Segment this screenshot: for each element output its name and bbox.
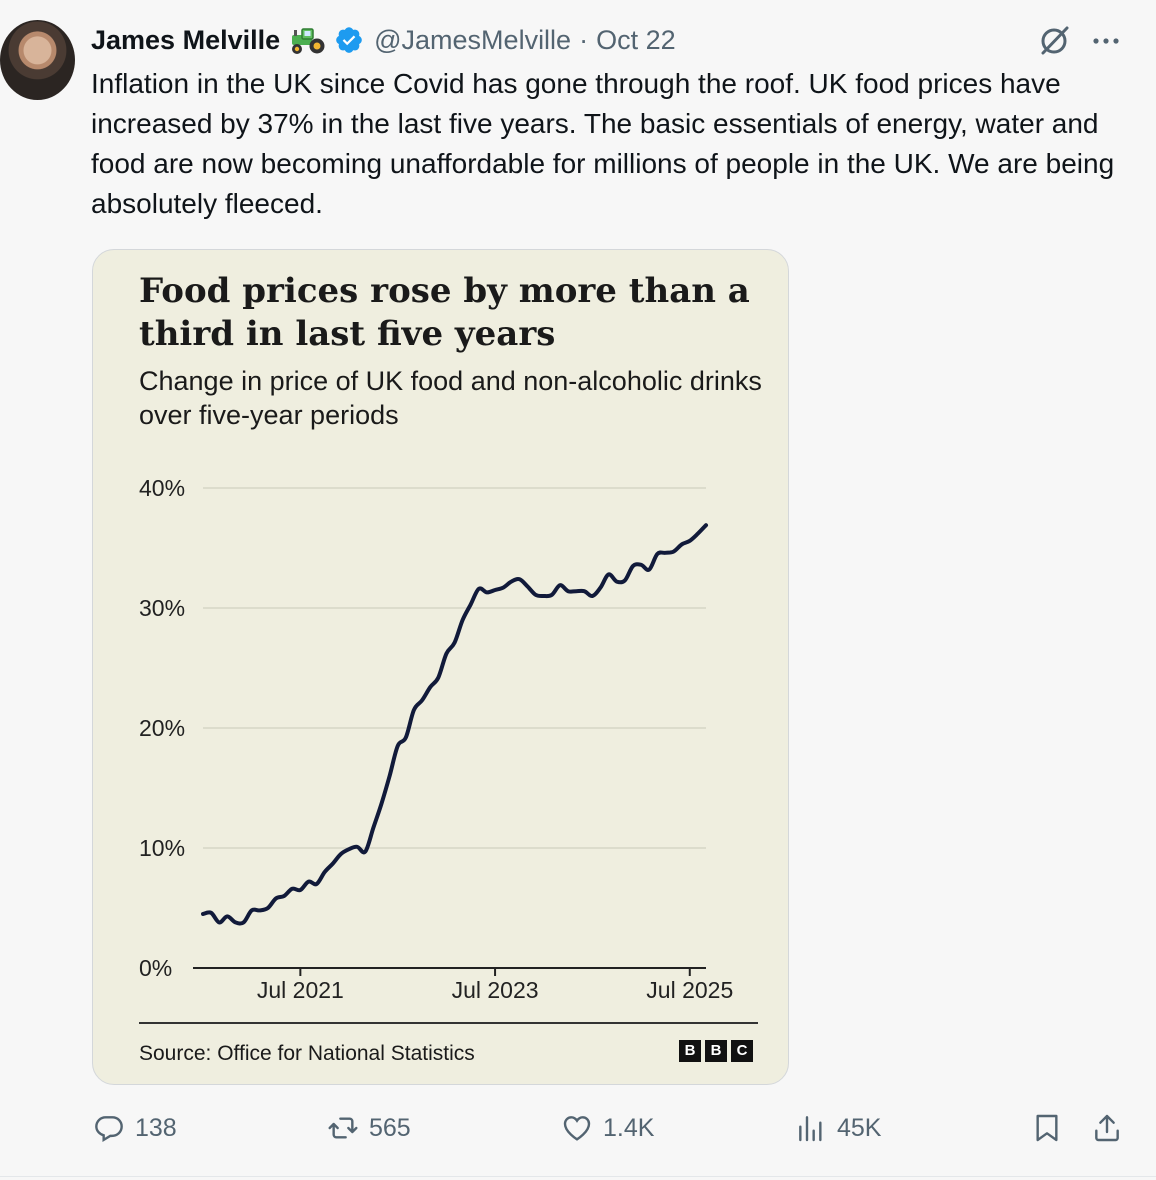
share-icon [1095,1114,1119,1142]
views-icon [799,1116,822,1142]
chart-source: Source: Office for National Statistics [139,1042,475,1065]
line-chart: 0% 10% 20% 30% 40% Jul 2021 Jul 2023 Jul 2025 [139,475,758,1024]
x-tick-label: Jul 2021 [257,977,344,1003]
bookmark-button[interactable] [1031,1112,1063,1144]
y-tick-label: 40% [139,475,185,501]
y-tick-label: 0% [139,955,172,981]
repost-icon [328,1117,358,1139]
chart-gridlines [203,487,706,849]
y-axis-ticks: 0% 10% 20% 30% 40% [139,475,185,981]
tweet-text: Inflation in the UK since Covid has gone… [91,68,1115,219]
chart-title: Food prices rose by more than a third in… [139,271,750,354]
bookmark-icon [1036,1114,1058,1142]
more-options-icon[interactable] [1086,22,1126,58]
reply-button[interactable]: 138 [93,1112,177,1144]
author-name[interactable]: James Melville [91,24,281,55]
author-handle[interactable]: @JamesMelville [374,24,572,55]
repost-count: 565 [369,1113,411,1142]
like-count: 1.4K [603,1113,655,1142]
grok-icon[interactable] [1036,22,1072,58]
tractor-emoji-icon [292,28,325,54]
series-line [201,523,708,926]
like-button[interactable]: 1.4K [561,1112,654,1144]
share-button[interactable] [1091,1112,1123,1144]
tweet-divider [0,1176,1156,1177]
x-axis-ticks: Jul 2021 Jul 2023 Jul 2025 [257,968,733,1003]
y-tick-label: 10% [139,835,185,861]
y-tick-label: 30% [139,595,185,621]
reply-icon [95,1116,123,1142]
tweet-date[interactable]: Oct 22 [596,24,676,55]
bbc-logo-letter: B [679,1040,701,1062]
tweet-header: James Melville @JamesMelville · Oct 22 [91,22,676,58]
bbc-logo: B B C [679,1040,753,1062]
tweet-action-bar: 138 565 1.4K 45K [0,1112,1156,1154]
views-count: 45K [837,1113,882,1142]
bbc-logo-letter: B [705,1040,727,1062]
x-tick-label: Jul 2025 [646,977,733,1003]
y-tick-label: 20% [139,715,185,741]
bbc-logo-letter: C [731,1040,753,1062]
reply-count: 138 [135,1113,177,1142]
repost-button[interactable]: 565 [327,1112,411,1144]
views-button[interactable]: 45K [795,1112,881,1144]
like-icon [563,1116,591,1141]
author-avatar[interactable] [0,20,75,100]
x-tick-label: Jul 2023 [452,977,539,1003]
verified-badge-icon[interactable] [334,25,364,55]
chart-image-card[interactable]: Food prices rose by more than a third in… [92,249,789,1085]
chart-subtitle: Change in price of UK food and non-alcoh… [139,366,762,430]
header-separator: · [579,24,589,55]
